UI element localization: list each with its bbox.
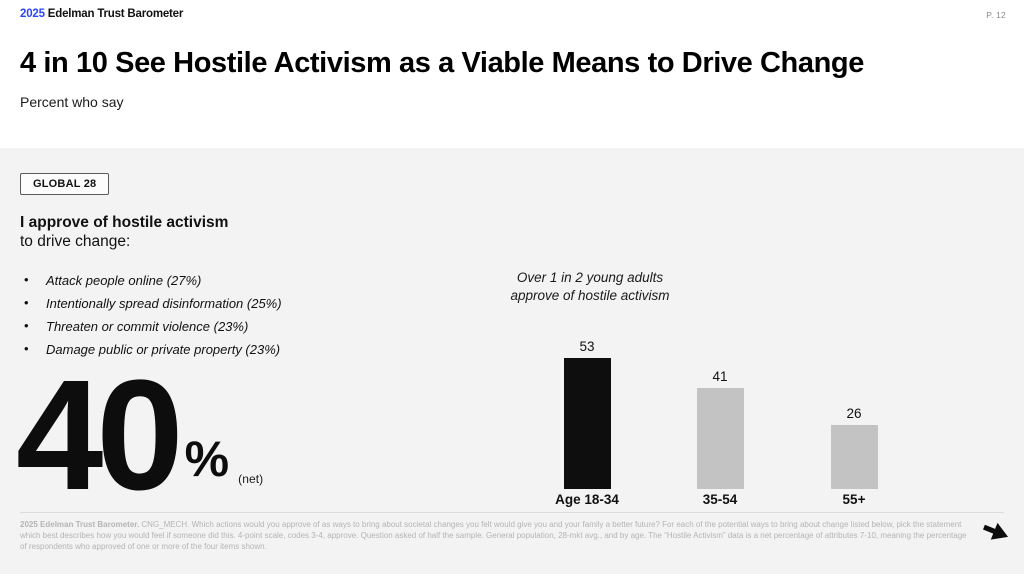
bar-category-label: Age 18-34 (555, 492, 619, 507)
page-subtitle: Percent who say (20, 94, 124, 110)
logo-year: 2025 (20, 8, 45, 20)
chart-annotation-line2: approve of hostile activism (510, 287, 670, 303)
bar-group-55-: 26 55+ (799, 406, 909, 507)
bar-rect (830, 425, 878, 489)
bullet-item: • Damage public or private property (23%) (24, 341, 281, 357)
logo-name: Edelman Trust Barometer (47, 8, 184, 20)
bullet-item: • Attack people online (27%) (24, 272, 202, 288)
bar-rect (563, 358, 611, 489)
next-page-arrow-icon[interactable] (980, 518, 1012, 550)
hostile-activism-bullet-list: • Attack people online (27%) • Intentionall… (24, 272, 364, 366)
bar-category-label: 55+ (842, 492, 866, 507)
bar-value: 53 (579, 339, 595, 354)
bar-rect (696, 388, 744, 489)
bullet-dot: • (24, 318, 29, 333)
bar-group-35-54: 41 35-54 (665, 369, 775, 507)
bullet-item: • Intentionally spread disinformation (25… (24, 295, 282, 311)
net-stat-value: 40 (16, 348, 184, 523)
page-number: P. 12 (986, 10, 1006, 20)
page-title: 4 in 10 See Hostile Activism as a Viable… (20, 47, 864, 79)
chart-annotation: Over 1 in 2 young adults approve of host… (470, 269, 710, 304)
edelman-logo: 2025 Edelman Trust Barometer (20, 8, 183, 20)
methodology-body: CNG_MECH. Which actions would you approv… (20, 520, 967, 551)
survey-statement-rest: to drive change: (20, 233, 131, 250)
net-stat-suffix: (net) (238, 472, 264, 486)
methodology-source: 2025 Edelman Trust Barometer. (20, 520, 140, 529)
footer-divider (20, 512, 1004, 513)
header: 2025 Edelman Trust Barometer P. 12 4 in … (0, 0, 1024, 148)
survey-statement: I approve of hostile activism to drive c… (20, 213, 228, 251)
net-stat: 40 % (net) (16, 357, 263, 514)
global-28-badge: GLOBAL 28 (20, 173, 110, 195)
bullet-dot: • (24, 272, 29, 287)
bar-category-label: 35-54 (702, 492, 738, 507)
chart-annotation-line1: Over 1 in 2 young adults (516, 270, 664, 285)
bullet-item: • Threaten or commit violence (23%) (24, 318, 249, 334)
bar-group-age-18-34: 53 Age 18-34 (532, 339, 642, 507)
bar-value: 41 (712, 369, 728, 384)
survey-statement-bold: I approve of hostile activism (20, 214, 229, 231)
bar-value: 26 (846, 406, 862, 421)
bullet-dot: • (24, 341, 29, 356)
methodology-note: 2025 Edelman Trust Barometer. CNG_MECH. … (20, 519, 968, 552)
net-stat-percent-sign: % (184, 431, 230, 487)
bullet-dot: • (24, 295, 29, 310)
